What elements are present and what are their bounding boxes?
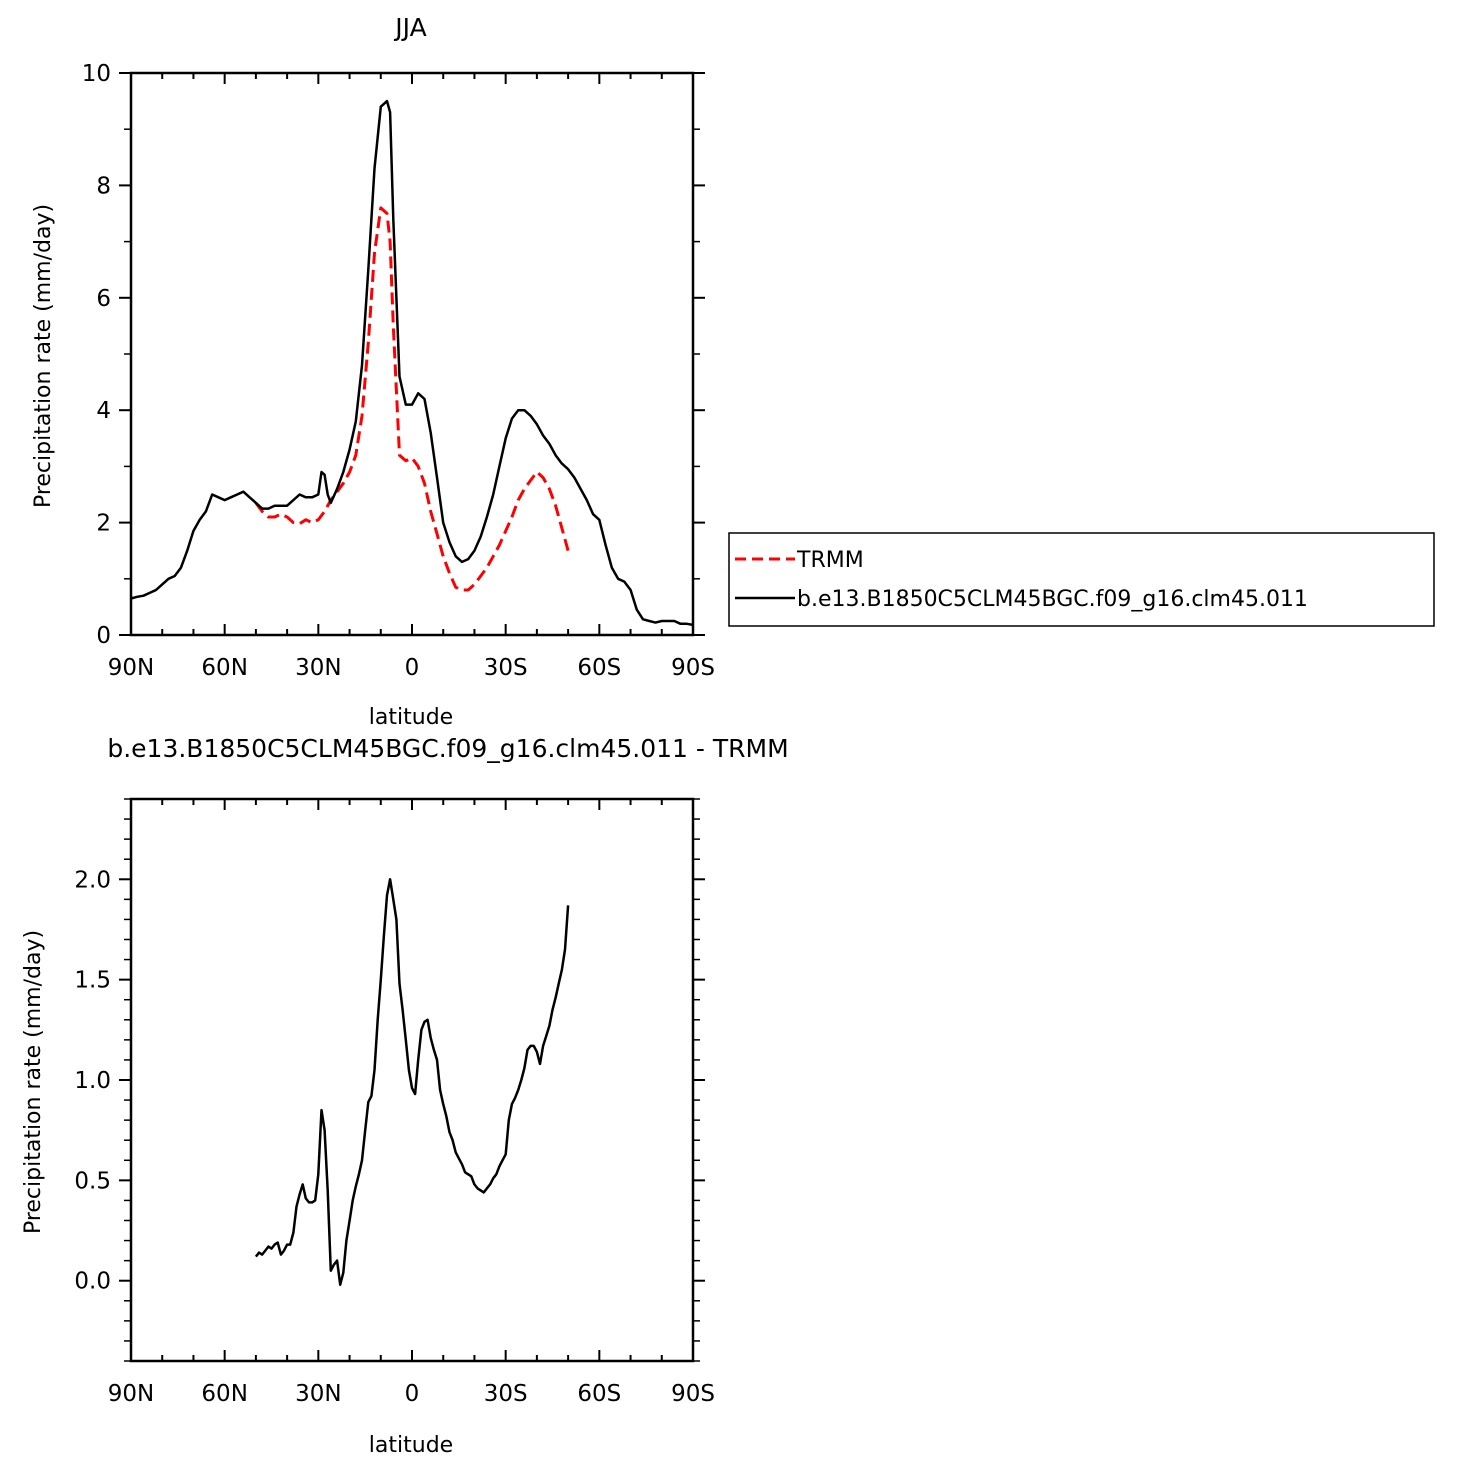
x-tick-label: 90N — [108, 1381, 154, 1407]
chart-title-top: JJA — [393, 13, 426, 42]
y-tick-label: 0.0 — [74, 1269, 111, 1295]
chart-title-bottom: b.e13.B1850C5CLM45BGC.f09_g16.clm45.011 … — [107, 734, 788, 763]
y-tick-label: 10 — [82, 61, 111, 87]
y-tick-label: 8 — [96, 173, 111, 199]
y-tick-label: 1.0 — [74, 1068, 111, 1094]
x-tick-label: 30N — [295, 1381, 341, 1407]
x-tick-label: 30S — [484, 1381, 528, 1407]
x-tick-label: 90S — [671, 655, 715, 681]
x-tick-label: 60N — [201, 655, 247, 681]
y-tick-label: 2 — [96, 511, 111, 537]
x-tick-label: 0 — [405, 1381, 420, 1407]
x-axis-label-bottom: latitude — [369, 1433, 453, 1458]
x-tick-label: 60S — [577, 1381, 621, 1407]
plot-area-bottom: 90N 60N 30N 0 30S 60S 90S 0.0 0.5 1.0 1.5 2.0 — [74, 797, 715, 1407]
x-tick-label: 60S — [577, 655, 621, 681]
y-tick-label: 0.5 — [74, 1168, 111, 1194]
x-tick-label: 90S — [671, 1381, 715, 1407]
x-tick-label: 90N — [108, 655, 154, 681]
series-line-b-e13-b1850c5clm45bgc-f09-g16-clm45-011 — [130, 99, 694, 627]
legend-box — [728, 532, 1435, 627]
y-tick-label: 2.0 — [74, 867, 111, 893]
x-tick-label: 30N — [295, 655, 341, 681]
y-tick-label: 4 — [96, 398, 111, 424]
panel-bottom: b.e13.B1850C5CLM45BGC.f09_g16.clm45.011 … — [21, 734, 789, 1458]
plot-frame — [129, 797, 695, 1363]
y-axis-label-top: Precipitation rate (mm/day) — [31, 204, 56, 508]
series-line-difference — [254, 878, 570, 1286]
legend-entry-model: b.e13.B1850C5CLM45BGC.f09_g16.clm45.011 — [797, 587, 1308, 612]
y-tick-label: 0 — [96, 623, 111, 649]
legend-entry-trmm: TRMM — [796, 548, 864, 573]
x-axis-label-top: latitude — [369, 705, 453, 730]
plot-area-top: 90N 60N 30N 0 30S 60S 90S 0 2 4 6 8 10 — [82, 61, 715, 681]
y-tick-label: 6 — [96, 286, 111, 312]
plot-frame — [129, 71, 695, 637]
x-tick-label: 30S — [484, 655, 528, 681]
x-tick-label: 0 — [405, 655, 420, 681]
series-line-trmm — [254, 206, 570, 592]
legend: TRMM b.e13.B1850C5CLM45BGC.f09_g16.clm45… — [728, 532, 1435, 627]
y-axis-label-bottom: Precipitation rate (mm/day) — [21, 930, 46, 1234]
x-tick-label: 60N — [201, 1381, 247, 1407]
y-tick-label: 1.5 — [74, 968, 111, 994]
